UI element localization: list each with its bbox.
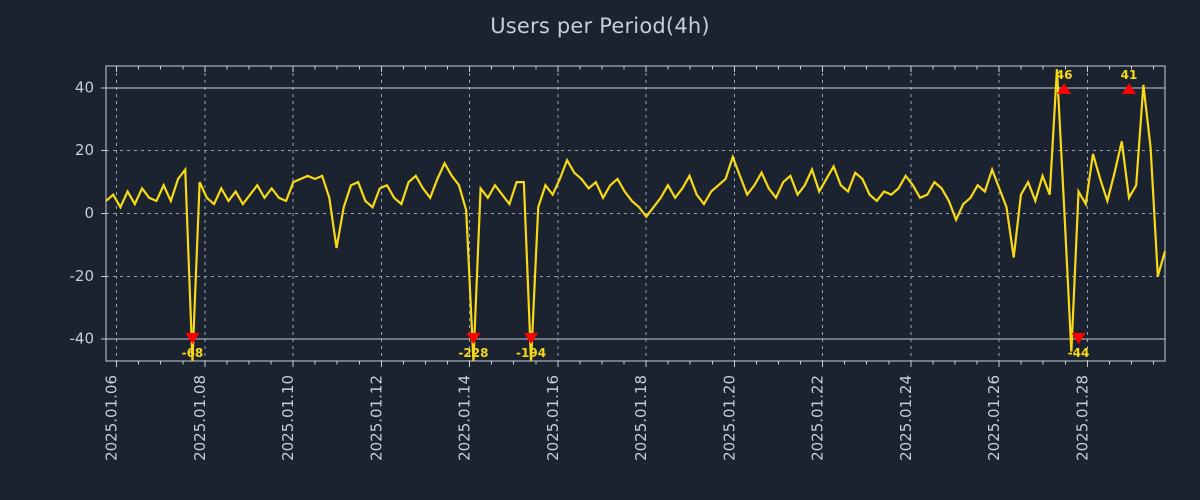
x-axis-labels: 2025.01.06 2025.01.08 2025.01.10 2025.01.12… [103, 375, 1092, 461]
grid-layer [106, 66, 1165, 361]
annotation-label: -228 [458, 346, 488, 360]
annotation-label: -194 [516, 346, 546, 360]
clipped-value-marker [466, 333, 481, 345]
x-tick-label: 2025.01.10 [279, 375, 297, 461]
annotation-label: -68 [182, 346, 204, 360]
annotation-label: -44 [1068, 346, 1090, 360]
y-tick-label: -20 [70, 267, 95, 285]
y-tick-label: -40 [70, 330, 95, 348]
x-tick-label: 2025.01.08 [191, 375, 209, 461]
clipped-value-marker [185, 333, 200, 345]
plot-frame [105, 65, 1166, 362]
x-tick-label: 2025.01.16 [544, 375, 562, 461]
chart-title: Users per Period(4h) [490, 14, 710, 38]
y-tick-label: 20 [75, 141, 94, 159]
clipped-value-marker [1121, 82, 1136, 94]
x-tick-label: 2025.01.18 [632, 375, 650, 461]
y-tick-label: 40 [75, 78, 94, 96]
y-tick-label: 0 [84, 204, 94, 222]
data-series-line [105, 69, 1167, 362]
x-tick-label: 2025.01.22 [809, 375, 827, 461]
x-tick-label: 2025.01.14 [456, 375, 474, 461]
clipped-value-marker [1057, 82, 1072, 94]
y-axis-labels: 40 20 0 -20 -40 [70, 78, 95, 347]
x-tick-label: 2025.01.20 [720, 375, 738, 461]
clipped-value-marker [524, 333, 539, 345]
x-tick-label: 2025.01.12 [367, 375, 385, 461]
clipped-value-marker [1071, 333, 1086, 345]
x-tick-label: 2025.01.28 [1073, 375, 1091, 461]
x-tick-label: 2025.01.06 [103, 375, 121, 461]
x-tick-label: 2025.01.24 [897, 375, 915, 461]
x-tick-label: 2025.01.26 [985, 375, 1003, 461]
annotation-layer: -68 -228 -194 46 -44 41 [182, 68, 1138, 360]
annotation-label: 41 [1121, 68, 1138, 82]
tick-layer [101, 66, 1155, 367]
annotation-label: 46 [1056, 68, 1073, 82]
